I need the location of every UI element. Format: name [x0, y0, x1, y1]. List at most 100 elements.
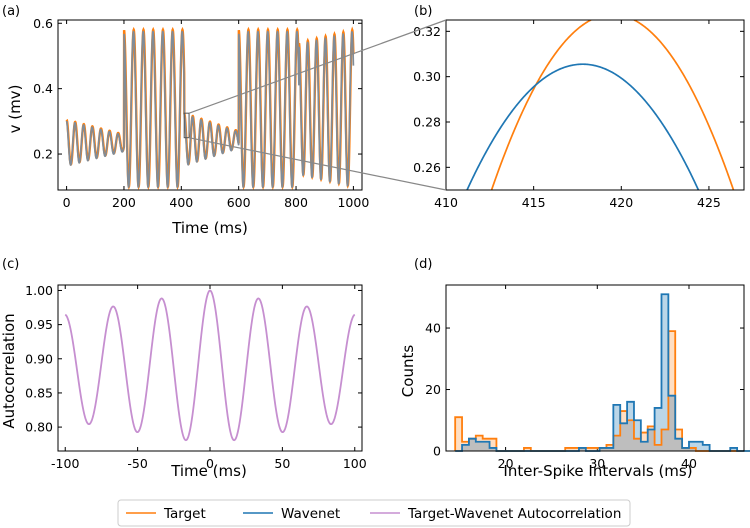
- zoom-line-top: [188, 19, 447, 114]
- panel-a-ytick-label: 0.6: [33, 16, 53, 31]
- legend-target-label: Target: [163, 506, 206, 522]
- overlap-hist-bar: [468, 438, 476, 451]
- panel-d-xlabel: Inter-Spike Intervals (ms): [503, 462, 692, 480]
- zoom-connector: [188, 19, 447, 191]
- wavenet-hist-bar: [613, 404, 621, 451]
- panel-c-ytick-label: 1.00: [25, 283, 53, 298]
- panel-a-xtick-label: 400: [169, 195, 193, 210]
- overlap-hist-bar: [599, 447, 607, 451]
- wavenet-hist-step: [455, 293, 750, 452]
- panel-b-ytick-label: 0.32: [413, 24, 441, 39]
- panel-a-ylabel: v (mv): [6, 85, 24, 134]
- overlap-hist-bar: [482, 441, 490, 451]
- panel-a-frame: [57, 19, 363, 191]
- wavenet-hist-bar: [661, 294, 669, 451]
- panel-a-xtick-label: 0: [63, 195, 71, 210]
- wavenet-hist-bar: [702, 444, 710, 451]
- panel-c-frame: [57, 284, 363, 452]
- panel-a-xtick-label: 200: [112, 195, 136, 210]
- zoom-region-box: [183, 112, 190, 139]
- panel-c-ylabel: Autocorrelation: [0, 313, 18, 428]
- panel-a-label: (a): [2, 4, 20, 19]
- panel-c-xtick-label: -50: [127, 456, 147, 471]
- overlap-hist-bar: [462, 444, 469, 451]
- panel-d-ytick-label: 0: [433, 444, 441, 459]
- panel-b-ytick-label: 0.28: [413, 115, 441, 130]
- panel-a-xtick-label: 800: [284, 195, 308, 210]
- panel-d-ylabel: Counts: [399, 345, 417, 398]
- wavenet-hist-bar: [695, 441, 703, 451]
- target-hist-bar: [565, 447, 573, 451]
- target-hist-bar: [523, 447, 531, 451]
- panel-d-xtick-label: 30: [589, 456, 605, 471]
- panel-c: -100 -50 0 50 100 0.80 0.85 0.90 0.95 1.00: [25, 283, 367, 471]
- panel-b-xtick-label: 410: [434, 195, 458, 210]
- wavenet-hist-bar: [633, 420, 641, 451]
- overlap-hist-bar: [627, 420, 634, 451]
- overlap-hist-bar: [475, 441, 483, 451]
- panel-c-ytick-label: 0.95: [25, 317, 53, 332]
- panel-c-xtick-label: 50: [274, 456, 290, 471]
- target-hist-step: [454, 330, 750, 452]
- target-hist-bar: [585, 447, 593, 451]
- panel-b-label: (b): [414, 4, 432, 19]
- wavenet-hist-bar: [730, 447, 738, 451]
- panel-a-xtick-label: 600: [227, 195, 251, 210]
- panel-a-xlabel: Time (ms): [171, 219, 248, 237]
- panel-b-xtick-label: 425: [697, 195, 721, 210]
- panel-b-xtick-label: 420: [609, 195, 633, 210]
- panel-c-label: (c): [2, 257, 19, 272]
- panel-a-xtick-label: 1000: [337, 195, 369, 210]
- overlap-hist-bar: [613, 435, 621, 451]
- legend-autocorr-label: Target-Wavenet Autocorrelation: [407, 506, 621, 522]
- overlap-hist-bar: [578, 447, 586, 451]
- overlap-hist-bar: [620, 423, 628, 451]
- panel-b-xtick-label: 415: [522, 195, 546, 210]
- panel-a-ytick-label: 0.4: [33, 81, 53, 96]
- panel-c-ytick-label: 0.85: [25, 385, 53, 400]
- panel-c-ytick-label: 0.90: [25, 351, 53, 366]
- overlap-hist-bar: [688, 447, 696, 451]
- panel-c-xtick-label: -100: [51, 456, 79, 471]
- overlap-hist-bar: [668, 395, 676, 451]
- overlap-hist-bar: [661, 429, 669, 451]
- panel-c-xtick-label: 100: [343, 456, 367, 471]
- panel-b-ytick-label: 0.30: [413, 69, 441, 84]
- panel-b-frame: [445, 19, 745, 191]
- panel-c-ytick-label: 0.80: [25, 420, 53, 435]
- panel-d-xtick-label: 40: [681, 456, 697, 471]
- panel-d-ytick-label: 40: [425, 321, 441, 336]
- panel-c-xlabel: Time (ms): [170, 462, 247, 480]
- overlap-hist-bar: [647, 429, 655, 451]
- overlap-hist-bar: [682, 447, 689, 451]
- panel-a-ytick-label: 0.2: [33, 147, 53, 162]
- target-hist-bar: [668, 331, 676, 451]
- panel-b-ytick-label: 0.26: [413, 160, 441, 175]
- panel-c-xtick-label: 0: [206, 456, 214, 471]
- overlap-hist-bar: [640, 441, 648, 451]
- wavenet-series-line: [65, 30, 355, 189]
- target-zoom-line: [490, 20, 735, 190]
- overlap-hist-bar: [654, 444, 662, 451]
- panel-d: 20 30 40 0 20 40: [425, 284, 750, 471]
- panel-a: 0 200 400 600 800 1000 0.2 0.4 0.6: [33, 16, 369, 210]
- wavenet-hist-bar: [654, 407, 662, 451]
- target-hist-bar: [455, 417, 463, 451]
- legend-wavenet-label: Wavenet: [281, 506, 340, 522]
- panel-d-xtick-label: 20: [498, 456, 514, 471]
- panel-d-label: (d): [414, 257, 432, 272]
- overlap-hist-bar: [633, 438, 641, 451]
- legend: Target Wavenet Target-Wavenet Autocorrel…: [117, 499, 631, 527]
- wavenet-zoom-line: [466, 63, 700, 190]
- target-hist-bar: [489, 438, 497, 451]
- target-hist-bar: [572, 447, 579, 451]
- wavenet-hist-bar: [688, 441, 696, 451]
- autocorrelation-line: [64, 289, 356, 442]
- target-hist-bar: [592, 447, 600, 451]
- panel-d-ytick-label: 20: [425, 382, 441, 397]
- panel-b: 410 415 420 425 0.26 0.28 0.30 0.32: [413, 19, 745, 210]
- overlap-hist-bar: [489, 447, 497, 451]
- panel-d-frame: [445, 284, 745, 452]
- overlap-hist-bar: [606, 447, 614, 451]
